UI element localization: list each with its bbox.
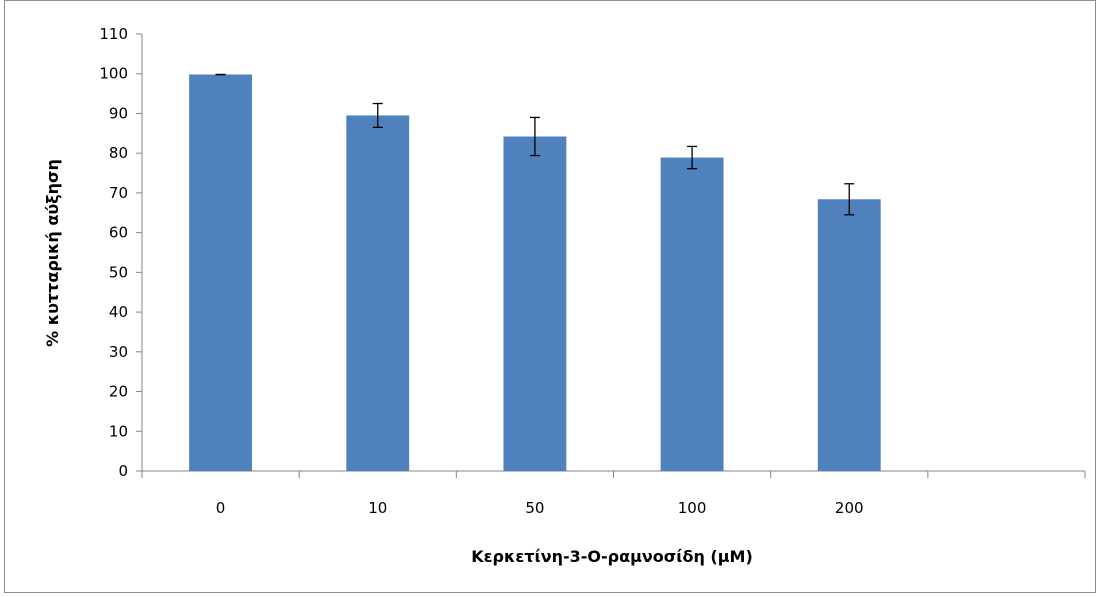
y-axis-title: % κυτταρική αύξηση bbox=[43, 159, 62, 347]
y-tick-label: 100 bbox=[99, 65, 128, 83]
error-bar-200 bbox=[844, 183, 855, 216]
x-tick-label: 100 bbox=[678, 499, 707, 517]
bar-200 bbox=[817, 199, 881, 472]
y-tick-label: 50 bbox=[109, 263, 128, 281]
x-tick-label: 200 bbox=[835, 499, 864, 517]
bar-0 bbox=[189, 74, 253, 471]
error-bar-50 bbox=[529, 116, 540, 157]
x-tick-label: 0 bbox=[216, 499, 226, 517]
y-tick-label: 40 bbox=[109, 303, 128, 321]
y-tick-label: 20 bbox=[109, 383, 128, 401]
y-tick-label: 70 bbox=[109, 184, 128, 202]
y-tick-label: 30 bbox=[109, 343, 128, 361]
bar-50 bbox=[503, 136, 567, 471]
y-tick-label: 80 bbox=[109, 144, 128, 162]
y-axis: 0 10 20 30 40 50 60 70 80 90 100 110 bbox=[99, 25, 143, 480]
error-bars bbox=[215, 73, 855, 216]
x-tick-label: 50 bbox=[525, 499, 544, 517]
error-bar-10 bbox=[372, 102, 383, 129]
bars bbox=[189, 74, 881, 472]
y-tick-label: 60 bbox=[109, 224, 128, 242]
y-tick-label: 110 bbox=[99, 25, 128, 43]
bar-100 bbox=[660, 157, 724, 471]
x-tick-label: 10 bbox=[368, 499, 387, 517]
error-bar-100 bbox=[687, 145, 698, 170]
x-axis-title: Κερκετίνη-3-Ο-ραμνοσίδη (μΜ) bbox=[471, 547, 753, 566]
x-axis: 0 10 50 100 200 bbox=[141, 470, 1086, 517]
y-tick-label: 0 bbox=[118, 462, 128, 480]
y-tick-label: 10 bbox=[109, 422, 128, 440]
y-tick-label: 90 bbox=[109, 104, 128, 122]
bar-10 bbox=[346, 115, 410, 471]
